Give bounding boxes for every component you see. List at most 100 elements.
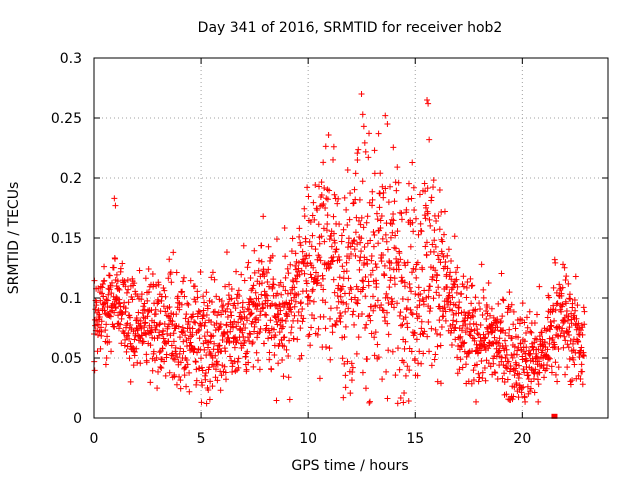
data-point <box>356 266 363 273</box>
data-point <box>196 308 203 315</box>
data-point <box>553 300 560 307</box>
data-point <box>173 381 180 388</box>
data-point <box>546 335 553 342</box>
data-point <box>478 261 485 268</box>
data-point <box>535 398 542 405</box>
data-point <box>108 290 115 297</box>
data-point <box>342 372 349 379</box>
data-point <box>416 348 423 355</box>
data-point <box>417 220 424 227</box>
data-point <box>176 334 183 341</box>
data-point <box>400 359 407 366</box>
data-point <box>558 290 565 297</box>
data-point <box>442 308 449 315</box>
data-point <box>101 307 108 314</box>
data-point <box>280 334 287 341</box>
data-point <box>314 279 321 286</box>
data-point <box>369 196 376 203</box>
data-point <box>350 238 357 245</box>
data-point <box>183 311 190 318</box>
data-point <box>558 308 565 315</box>
data-point <box>492 369 499 376</box>
data-point <box>445 246 452 253</box>
data-point <box>577 375 584 382</box>
data-point <box>255 257 262 264</box>
data-point <box>309 311 315 318</box>
data-point <box>202 319 209 326</box>
data-point <box>237 325 244 332</box>
data-point <box>366 312 373 319</box>
data-point <box>251 269 258 276</box>
data-point <box>107 313 114 320</box>
data-point <box>331 237 338 244</box>
data-point <box>235 287 242 294</box>
data-point <box>502 329 509 336</box>
data-point <box>515 394 522 401</box>
data-point <box>394 345 401 352</box>
data-point <box>453 318 460 325</box>
data-point <box>412 355 419 362</box>
data-point <box>294 336 301 343</box>
data-point <box>101 300 108 307</box>
data-point <box>264 292 271 299</box>
data-point <box>192 319 199 326</box>
data-point <box>138 291 145 298</box>
data-point <box>376 190 383 197</box>
data-point <box>307 342 314 349</box>
data-point <box>358 214 365 221</box>
data-point <box>98 328 105 335</box>
data-point <box>435 212 442 219</box>
data-point <box>191 296 198 303</box>
data-point <box>424 333 431 340</box>
data-point <box>348 251 355 258</box>
data-point <box>180 278 187 285</box>
data-point <box>397 256 404 263</box>
data-point <box>409 311 416 318</box>
data-point <box>319 202 326 209</box>
data-point <box>141 300 148 307</box>
data-point <box>555 364 562 371</box>
data-point <box>147 342 154 349</box>
data-point <box>270 276 277 283</box>
data-point <box>348 360 355 367</box>
data-point <box>152 310 159 317</box>
data-point <box>98 318 105 325</box>
data-point <box>402 338 409 345</box>
data-point <box>173 311 180 318</box>
data-point <box>278 291 285 298</box>
data-point <box>195 308 202 315</box>
data-point <box>277 307 284 314</box>
data-point <box>114 278 121 285</box>
data-point <box>428 325 435 332</box>
data-point <box>308 274 315 281</box>
data-point <box>563 273 570 280</box>
data-point <box>568 320 575 327</box>
data-point <box>519 356 526 363</box>
data-point <box>187 277 194 284</box>
data-point <box>321 185 328 192</box>
data-point <box>408 195 415 202</box>
data-point <box>266 257 273 264</box>
data-point <box>461 309 468 316</box>
data-point <box>430 184 437 191</box>
data-point <box>416 313 423 320</box>
data-point <box>552 371 559 378</box>
data-point <box>240 242 247 249</box>
data-point <box>523 344 530 351</box>
data-point <box>418 228 425 235</box>
data-point <box>575 372 582 379</box>
data-point <box>106 312 113 319</box>
data-point <box>160 303 167 310</box>
data-point <box>347 284 354 291</box>
data-point <box>554 378 561 385</box>
data-point <box>409 269 416 276</box>
data-point <box>536 333 543 340</box>
data-point <box>422 188 429 195</box>
data-point <box>437 380 444 387</box>
data-point <box>480 286 487 293</box>
data-point <box>201 346 208 353</box>
data-point <box>266 349 273 356</box>
data-point <box>237 309 244 316</box>
data-point <box>371 352 378 359</box>
data-point <box>134 293 141 300</box>
